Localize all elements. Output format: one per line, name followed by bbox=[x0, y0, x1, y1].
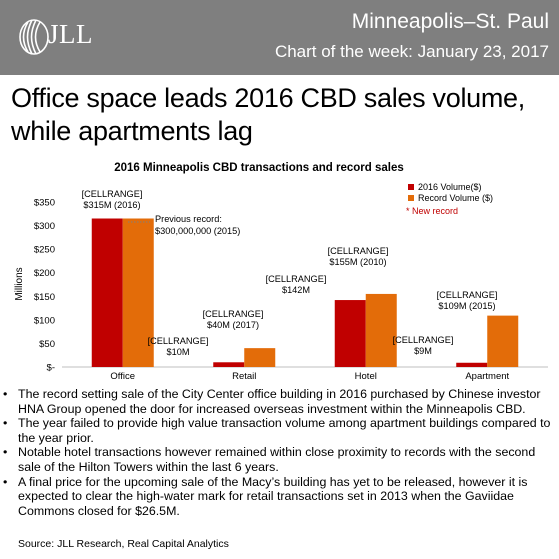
annotation-text: $300,000,000 (2015) bbox=[155, 226, 240, 236]
data-label: $40M (2017) bbox=[207, 320, 259, 330]
y-tick-label: $100 bbox=[34, 315, 55, 326]
bullet-item: The year failed to provide high value tr… bbox=[0, 416, 555, 445]
data-label: [CELLRANGE] bbox=[148, 336, 209, 346]
page-headline: Office space leads 2016 CBD sales volume… bbox=[11, 83, 525, 146]
chart-of-week-date: Chart of the week: January 23, 2017 bbox=[274, 42, 549, 61]
bar-record-office bbox=[122, 218, 154, 367]
legend-swatch bbox=[408, 184, 414, 190]
bullet-item: Notable hotel transactions however remai… bbox=[0, 445, 555, 474]
y-tick-label: $- bbox=[47, 363, 55, 374]
legend-label: Record Volume ($) bbox=[418, 193, 493, 203]
bar-2016-hotel bbox=[334, 300, 366, 367]
y-tick-label: $300 bbox=[34, 221, 55, 232]
legend-note: * New record bbox=[406, 206, 458, 216]
data-label: $142M bbox=[282, 285, 310, 295]
y-tick-label: $50 bbox=[39, 339, 55, 350]
legend-label: 2016 Volume($) bbox=[418, 182, 482, 192]
data-label: [CELLRANGE] bbox=[328, 246, 389, 256]
x-tick-label: Apartment bbox=[465, 371, 509, 382]
y-tick-label: $200 bbox=[34, 268, 55, 279]
x-tick-label: Office bbox=[110, 371, 135, 382]
data-label: $109M (2015) bbox=[438, 301, 495, 311]
bar-record-apartment bbox=[487, 315, 519, 367]
jll-logo-icon bbox=[19, 19, 49, 55]
annotation-text: Previous record: bbox=[155, 214, 222, 224]
data-label: $10M bbox=[167, 347, 190, 357]
data-label: [CELLRANGE] bbox=[82, 189, 143, 199]
bar-record-retail bbox=[244, 348, 276, 367]
data-label: [CELLRANGE] bbox=[203, 309, 264, 319]
chart-title: 2016 Minneapolis CBD transactions and re… bbox=[114, 162, 404, 174]
y-tick-label: $150 bbox=[34, 292, 55, 303]
data-label: $9M bbox=[414, 346, 432, 356]
data-label: [CELLRANGE] bbox=[393, 335, 454, 345]
y-tick-label: $250 bbox=[34, 245, 55, 256]
bullet-list: The record setting sale of the City Cent… bbox=[0, 387, 555, 518]
brand-name: JLL bbox=[48, 19, 93, 49]
header-banner: JLL Minneapolis–St. Paul Chart of the we… bbox=[0, 0, 559, 75]
bar-2016-retail bbox=[213, 362, 245, 367]
data-label: [CELLRANGE] bbox=[266, 274, 327, 284]
x-tick-label: Hotel bbox=[355, 371, 377, 382]
bullet-item: A final price for the upcoming sale of t… bbox=[0, 475, 555, 519]
legend-swatch bbox=[408, 195, 414, 201]
x-tick-label: Retail bbox=[232, 371, 256, 382]
bar-2016-apartment bbox=[456, 362, 488, 367]
source-note: Source: JLL Research, Real Capital Analy… bbox=[18, 538, 229, 550]
y-tick-label: $350 bbox=[34, 198, 55, 209]
city-title: Minneapolis–St. Paul bbox=[351, 10, 549, 33]
y-axis-label: Millions bbox=[14, 267, 25, 300]
bar-2016-office bbox=[91, 218, 123, 367]
data-label: $315M (2016) bbox=[83, 200, 140, 210]
data-label: $155M (2010) bbox=[329, 257, 386, 267]
bar-record-hotel bbox=[365, 293, 397, 367]
bar-chart: 2016 Minneapolis CBD transactions and re… bbox=[14, 162, 548, 382]
data-label: [CELLRANGE] bbox=[437, 290, 498, 300]
bullet-item: The record setting sale of the City Cent… bbox=[0, 387, 555, 416]
